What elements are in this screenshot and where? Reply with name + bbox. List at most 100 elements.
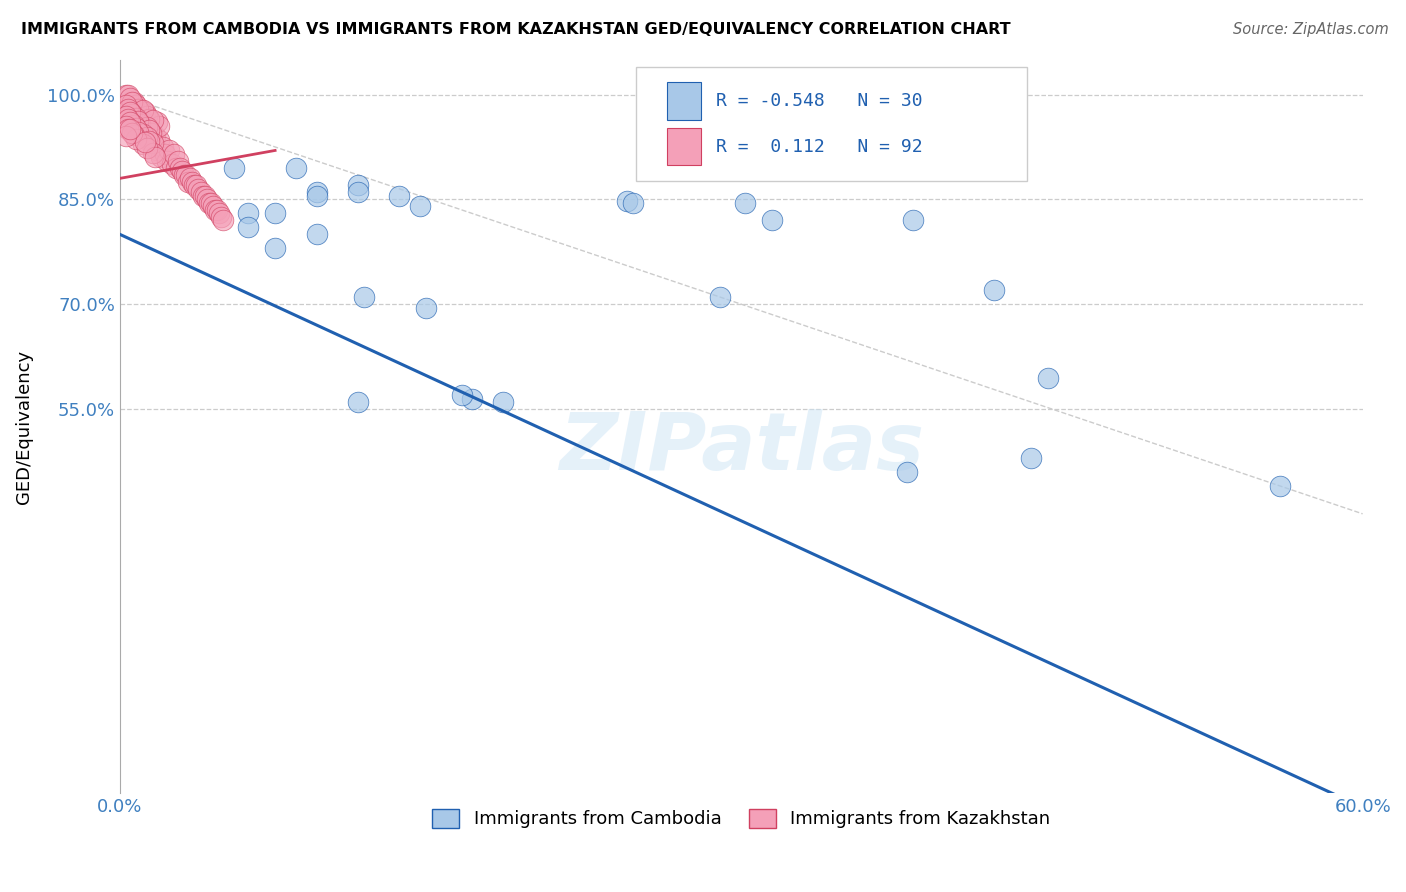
Point	[117, 122, 139, 136]
Point	[120, 122, 142, 136]
Point	[146, 144, 169, 158]
Point	[201, 199, 224, 213]
Text: Source: ZipAtlas.com: Source: ZipAtlas.com	[1233, 22, 1389, 37]
Point	[1268, 479, 1291, 493]
Point	[138, 134, 160, 148]
Point	[129, 102, 152, 116]
Point	[129, 117, 152, 131]
Point	[238, 220, 260, 235]
Point	[115, 87, 138, 102]
FancyBboxPatch shape	[636, 67, 1026, 181]
Point	[138, 133, 160, 147]
Point	[121, 107, 143, 121]
Text: R =  0.112   N = 92: R = 0.112 N = 92	[716, 137, 922, 155]
Point	[190, 186, 212, 200]
Text: R = -0.548   N = 30: R = -0.548 N = 30	[716, 92, 922, 110]
Point	[120, 115, 142, 129]
Point	[204, 202, 226, 217]
Point	[347, 178, 370, 193]
Point	[709, 290, 731, 304]
Point	[135, 130, 157, 145]
Point	[623, 195, 645, 210]
Point	[166, 153, 188, 168]
Point	[146, 115, 169, 129]
Point	[1019, 450, 1042, 465]
Point	[208, 206, 231, 220]
Point	[127, 122, 149, 136]
Text: ZIPatlas: ZIPatlas	[558, 409, 924, 488]
Point	[121, 95, 143, 109]
Point	[305, 189, 328, 203]
Point	[131, 103, 153, 117]
Point	[131, 137, 153, 152]
Bar	[666, 128, 702, 165]
Point	[122, 128, 145, 142]
Y-axis label: GED/Equivalency: GED/Equivalency	[15, 350, 32, 504]
Point	[1036, 370, 1059, 384]
Point	[181, 175, 204, 189]
Point	[165, 161, 187, 175]
Point	[492, 395, 515, 409]
Point	[120, 91, 142, 105]
Point	[139, 126, 162, 140]
Point	[135, 141, 157, 155]
Point	[186, 178, 208, 193]
Point	[305, 227, 328, 242]
Point	[131, 115, 153, 129]
Point	[121, 126, 143, 140]
Point	[353, 290, 375, 304]
Point	[160, 157, 183, 171]
Point	[409, 199, 432, 213]
Point	[115, 98, 138, 112]
Point	[135, 108, 157, 122]
Point	[155, 147, 177, 161]
Point	[117, 112, 139, 126]
Point	[127, 114, 149, 128]
Point	[148, 119, 170, 133]
Point	[761, 213, 783, 227]
Point	[134, 135, 156, 149]
Point	[131, 127, 153, 141]
Point	[117, 102, 139, 116]
Point	[415, 301, 437, 315]
Point	[347, 186, 370, 200]
Point	[127, 102, 149, 116]
Point	[173, 168, 195, 182]
Point	[264, 206, 287, 220]
Point	[174, 168, 197, 182]
Point	[139, 126, 162, 140]
Point	[115, 119, 138, 133]
Bar	[666, 82, 702, 120]
Point	[284, 161, 307, 175]
Point	[388, 189, 411, 203]
Point	[142, 112, 165, 127]
Point	[222, 161, 245, 175]
Point	[148, 133, 170, 147]
Point	[152, 140, 174, 154]
Point	[170, 164, 193, 178]
Point	[183, 178, 205, 193]
Point	[135, 120, 157, 135]
Point	[125, 111, 148, 125]
Point	[125, 121, 148, 136]
Point	[115, 129, 138, 144]
Point	[138, 123, 160, 137]
Point	[264, 241, 287, 255]
Point	[150, 150, 173, 164]
Point	[209, 210, 232, 224]
Point	[143, 129, 166, 144]
Point	[162, 147, 184, 161]
Point	[122, 105, 145, 120]
Point	[461, 392, 484, 406]
Point	[138, 112, 160, 126]
Text: IMMIGRANTS FROM CAMBODIA VS IMMIGRANTS FROM KAZAKHSTAN GED/EQUIVALENCY CORRELATI: IMMIGRANTS FROM CAMBODIA VS IMMIGRANTS F…	[21, 22, 1011, 37]
Point	[127, 125, 149, 139]
Point	[205, 202, 228, 217]
Point	[983, 283, 1005, 297]
Point	[238, 206, 260, 220]
Point	[734, 195, 756, 210]
Point	[135, 119, 157, 133]
Point	[187, 182, 209, 196]
Point	[156, 153, 179, 168]
Point	[142, 136, 165, 151]
